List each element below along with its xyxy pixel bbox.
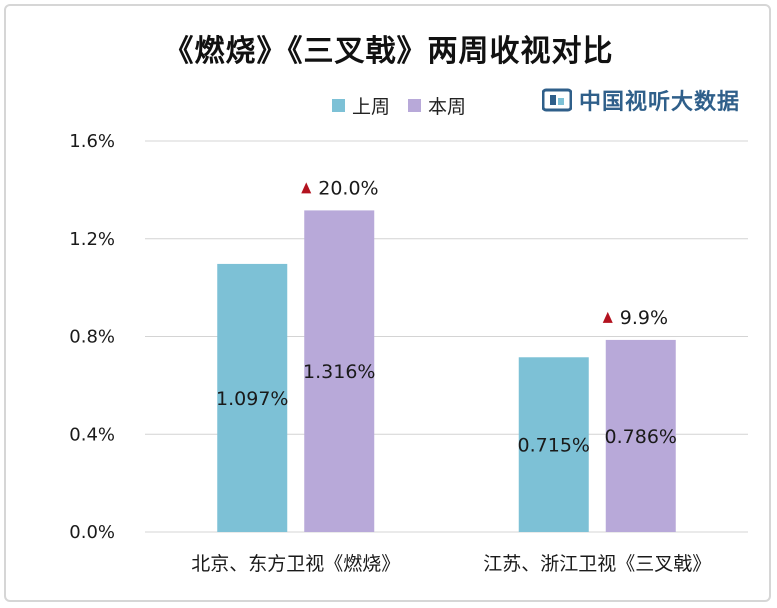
legend-swatch-last-week — [332, 99, 345, 112]
legend-label-this-week: 本周 — [428, 96, 467, 118]
brand-logo: 中国视听大数据 — [542, 84, 740, 116]
bar-value-label: 1.316% — [303, 361, 375, 383]
y-tick-label: 0.4% — [69, 424, 115, 445]
bar-last-week-0 — [217, 263, 288, 532]
up-arrow-icon — [301, 182, 312, 194]
y-tick-label: 0.0% — [69, 522, 115, 543]
y-tick-label: 1.2% — [69, 229, 115, 250]
legend-swatch-this-week — [408, 99, 422, 112]
bar-value-label: 1.097% — [216, 388, 288, 410]
bar-last-week-1 — [518, 357, 589, 532]
chart-legend: 上周 本周 — [332, 92, 466, 119]
bar-this-week-1 — [605, 339, 676, 532]
y-tick-label: 0.8% — [69, 327, 115, 348]
legend-item-last-week: 上周 — [332, 92, 390, 119]
x-category-label: 江苏、浙江卫视《三叉戟》 — [483, 553, 711, 575]
chart-title: 《燃烧》《三叉戟》两周收视对比 — [163, 34, 614, 69]
up-arrow-icon — [602, 311, 613, 323]
growth-annotation: 20.0% — [318, 177, 378, 199]
brand-text: 中国视听大数据 — [579, 89, 741, 115]
bar-this-week-0 — [304, 210, 375, 532]
bar-value-label: 0.715% — [518, 435, 590, 457]
legend-label-last-week: 上周 — [352, 96, 391, 118]
y-tick-label: 1.6% — [69, 131, 115, 152]
brand-logo-icon — [542, 88, 572, 112]
bar-value-label: 0.786% — [605, 426, 677, 448]
legend-item-this-week: 本周 — [408, 92, 466, 119]
x-category-label: 北京、东方卫视《燃烧》 — [191, 553, 400, 575]
growth-annotation: 9.9% — [620, 307, 668, 329]
